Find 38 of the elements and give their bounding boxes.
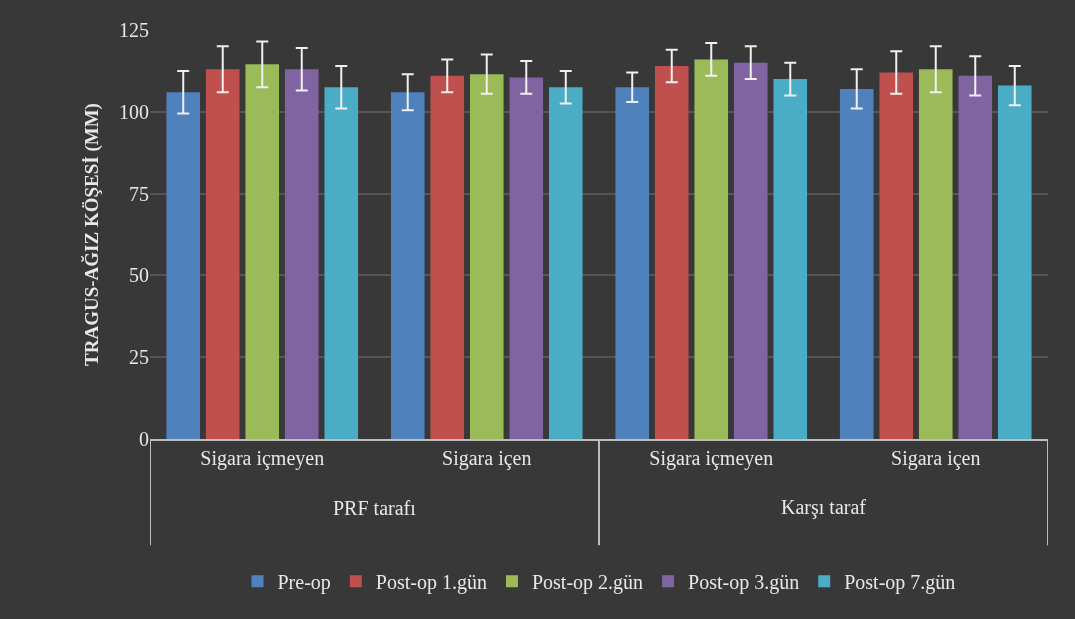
legend-label: Pre-op bbox=[277, 571, 331, 594]
bar bbox=[245, 64, 280, 439]
legend-label: Post-op 7.gün bbox=[844, 571, 956, 594]
y-tick-label: 25 bbox=[129, 346, 149, 369]
bar bbox=[509, 77, 544, 439]
legend-label: Post-op 3.gün bbox=[688, 571, 800, 594]
legend-label: Post-op 2.gün bbox=[531, 571, 644, 594]
bar bbox=[733, 62, 768, 439]
y-tick-label: 75 bbox=[129, 182, 149, 205]
legend-label: Post-op 1.gün bbox=[375, 571, 487, 594]
bar bbox=[615, 87, 650, 439]
y-axis-title: TRAGUS-AĞIZ KÖŞESİ (MM) bbox=[80, 103, 103, 366]
bar bbox=[997, 85, 1032, 439]
y-tick-label: 50 bbox=[129, 264, 149, 287]
bar bbox=[694, 59, 729, 439]
bar bbox=[958, 75, 993, 439]
bar bbox=[390, 92, 425, 439]
text: PRF tarafı bbox=[333, 497, 417, 519]
bar bbox=[773, 79, 808, 439]
bar bbox=[166, 92, 201, 439]
y-tick-label: 100 bbox=[119, 100, 149, 123]
bar bbox=[324, 87, 359, 439]
bar bbox=[284, 69, 319, 439]
bar bbox=[548, 87, 583, 439]
y-tick-label: 125 bbox=[119, 19, 149, 41]
bar bbox=[879, 72, 914, 439]
bar bbox=[654, 65, 689, 439]
x-tick-label: Sigara içmeyen bbox=[649, 447, 774, 470]
y-tick-label: 0 bbox=[139, 428, 149, 450]
x-tick-label: Sigara içen bbox=[891, 447, 981, 470]
x-tick-label: Sigara içmeyen bbox=[200, 447, 325, 470]
text: Karşı taraf bbox=[781, 496, 867, 519]
bar bbox=[430, 75, 465, 439]
x-tick-label: Sigara içen bbox=[442, 447, 532, 470]
bar bbox=[469, 74, 504, 439]
bar bbox=[205, 69, 240, 439]
bar bbox=[839, 88, 874, 439]
bar bbox=[918, 69, 953, 439]
